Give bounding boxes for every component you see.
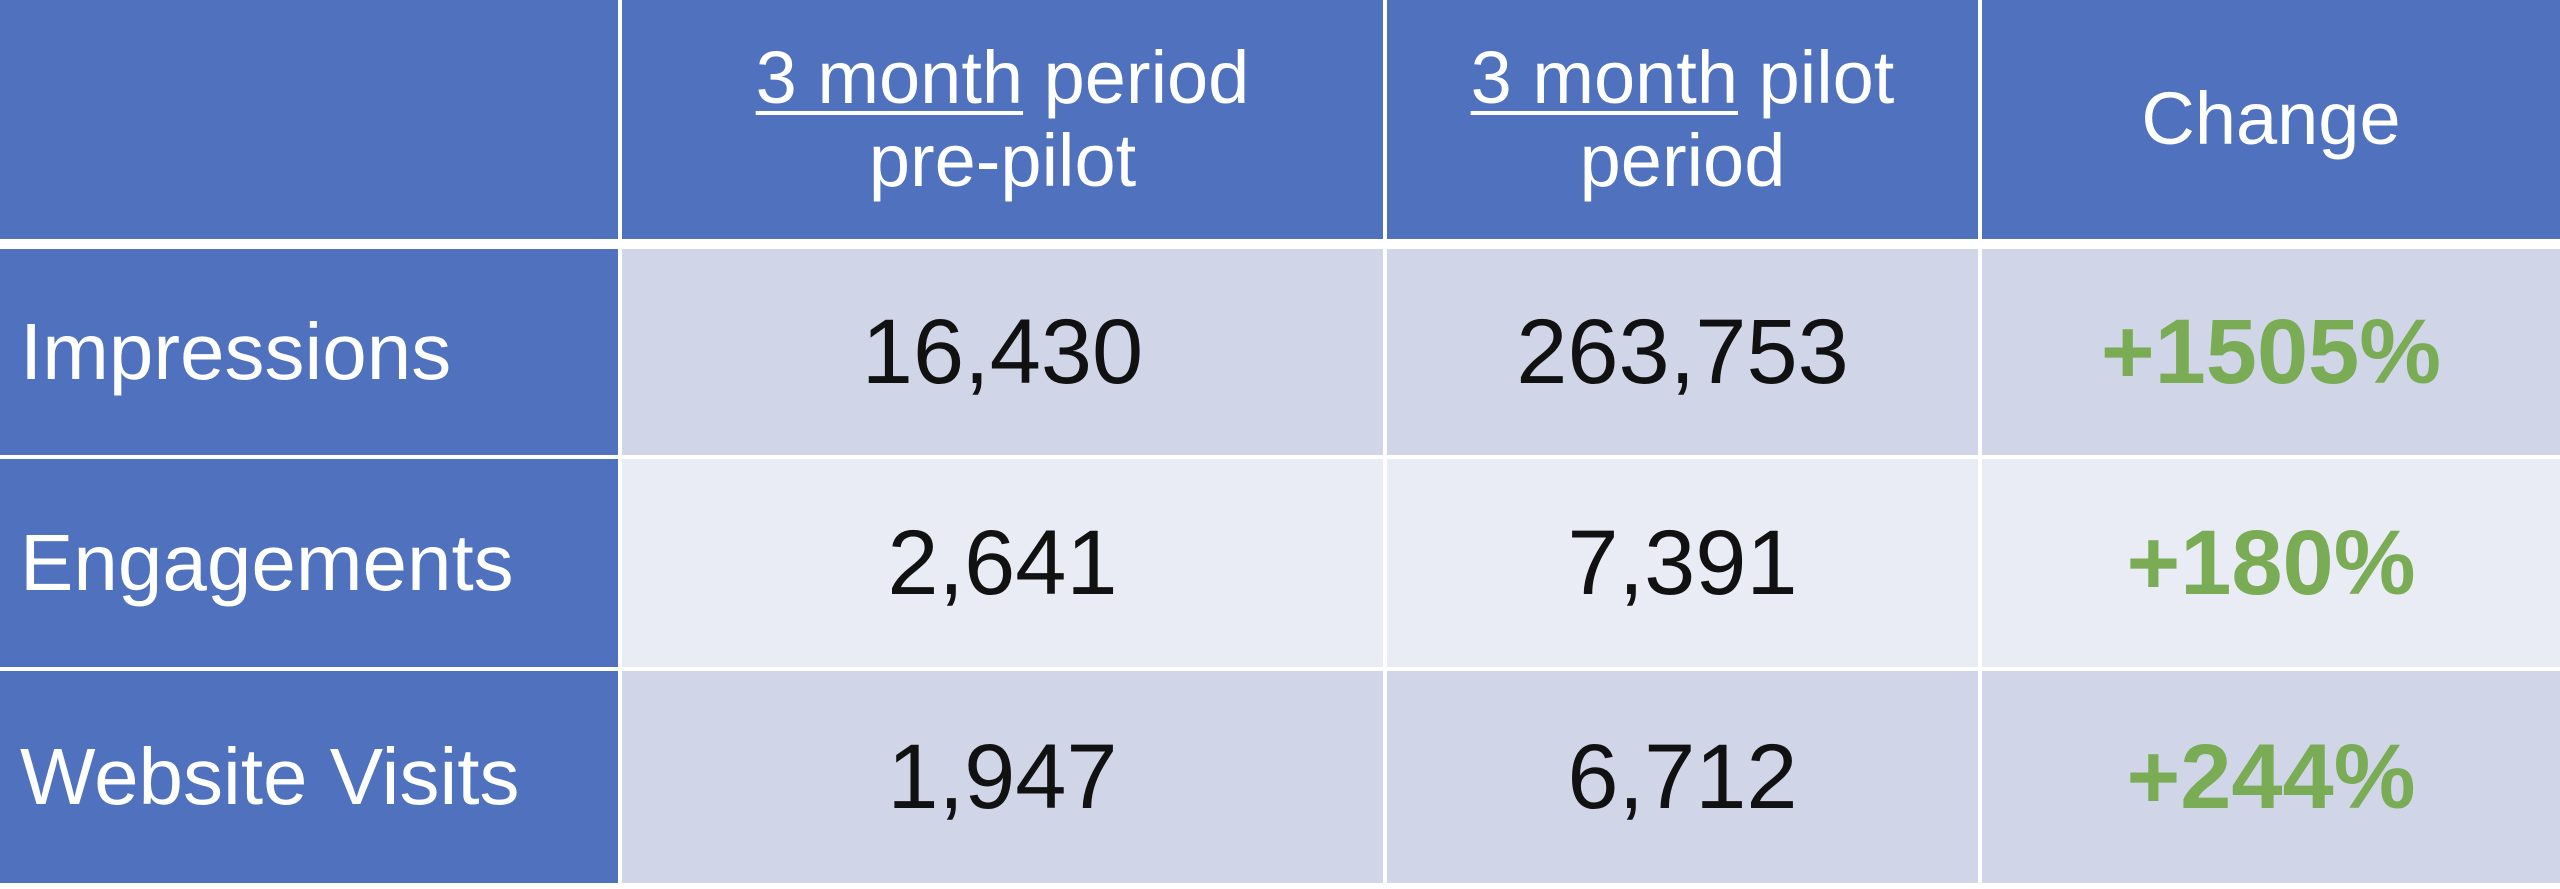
- value-cell: 263,753: [1387, 249, 1978, 455]
- header-cell: 3 month period pre-pilot: [622, 0, 1383, 239]
- change-cell: +1505%: [1982, 249, 2560, 455]
- value-cell: 16,430: [622, 249, 1383, 455]
- header-label: pilot period: [1579, 35, 1895, 202]
- value-cell: 1,947: [622, 671, 1383, 883]
- row-label: Engagements: [0, 459, 618, 667]
- header-cell: [0, 0, 618, 239]
- header-label: Change: [2141, 77, 2401, 161]
- value-cell: 7,391: [1387, 459, 1978, 667]
- value-cell: 6,712: [1387, 671, 1978, 883]
- header-text: 3 month pilot period: [1393, 35, 1973, 203]
- header-cell: 3 month pilot period: [1387, 0, 1978, 239]
- header-underlined: 3 month: [1470, 35, 1739, 119]
- header-text: Change: [2141, 77, 2401, 161]
- row-label: Website Visits: [0, 671, 618, 883]
- header-label: period pre-pilot: [868, 35, 1250, 202]
- change-cell: +244%: [1982, 671, 2560, 883]
- header-text: 3 month period pre-pilot: [713, 35, 1293, 203]
- change-cell: +180%: [1982, 459, 2560, 667]
- value-cell: 2,641: [622, 459, 1383, 667]
- row-label: Impressions: [0, 249, 618, 455]
- header-cell: Change: [1982, 0, 2560, 239]
- header-underlined: 3 month: [755, 35, 1024, 119]
